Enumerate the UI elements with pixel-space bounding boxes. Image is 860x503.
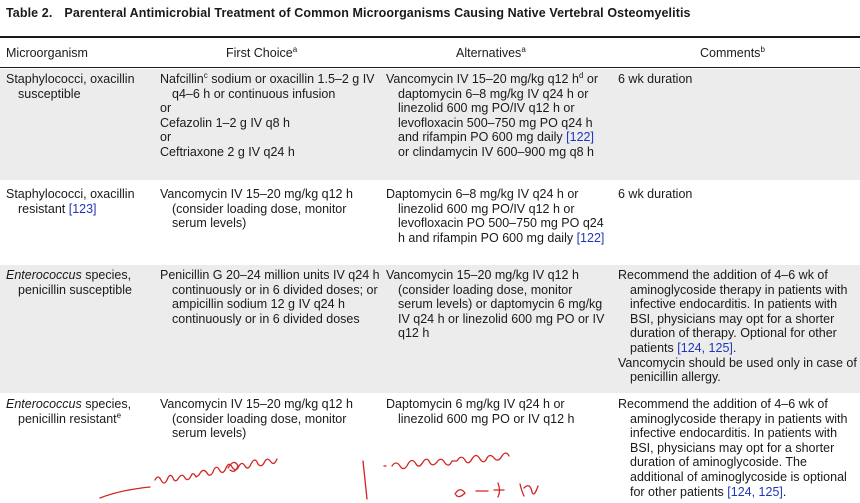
alternatives-cell: Daptomycin 6 mg/kg IV q24 h or linezolid… [386, 397, 575, 426]
comments-cell: 6 wk duration [618, 72, 693, 86]
table-row: Staphylococci, oxacillin resistant [123]… [0, 181, 860, 264]
first-choice-cell: Vancomycin IV 15–20 mg/kg q12 h (conside… [160, 397, 353, 441]
table-row: Enterococcus species, penicillin resista… [0, 394, 860, 503]
first-choice-cell: Nafcillinc sodium or oxacillin 1.5–2 g I… [160, 70, 375, 159]
table-row: Enterococcus species, penicillin suscept… [0, 265, 860, 393]
reference-link[interactable]: [124, 125] [727, 484, 783, 499]
first-choice-cell: Vancomycin IV 15–20 mg/kg q12 h (conside… [160, 187, 353, 231]
header-microorganism: Microorganism [6, 46, 88, 60]
alternatives-cell: Daptomycin 6–8 mg/kg IV q24 h or linezol… [386, 187, 605, 245]
alternatives-cell: Vancomycin IV 15–20 mg/kg q12 hd or dapt… [386, 70, 598, 159]
microorganism-cell: Enterococcus species, penicillin suscept… [6, 268, 132, 297]
table-title: Table 2. Parenteral Antimicrobial Treatme… [6, 6, 691, 20]
top-rule [0, 36, 860, 38]
header-alternatives: Alternativesa [456, 44, 526, 60]
reference-link[interactable]: [123] [68, 201, 97, 216]
microorganism-cell: Enterococcus species, penicillin resista… [6, 397, 132, 426]
comments-cell: Recommend the addition of 4–6 wk of amin… [618, 397, 848, 499]
first-choice-cell: Penicillin G 20–24 million units IV q24 … [160, 268, 380, 326]
table-title-text: Parenteral Antimicrobial Treatment of Co… [64, 6, 691, 20]
header-rule [0, 67, 860, 68]
reference-link[interactable]: [122] [566, 130, 594, 145]
table-row: Staphylococci, oxacillin susceptible Naf… [0, 69, 860, 180]
reference-link[interactable]: [124, 125] [677, 340, 733, 355]
microorganism-cell: Staphylococci, oxacillin susceptible [6, 72, 135, 101]
header-first-choice: First Choicea [226, 44, 298, 60]
comments-cell: 6 wk duration [618, 187, 693, 201]
microorganism-cell: Staphylococci, oxacillin resistant [123] [6, 187, 135, 216]
reference-link[interactable]: [122] [576, 230, 605, 245]
table-number: Table 2. [6, 6, 53, 20]
header-comments: Commentsb [700, 44, 765, 60]
alternatives-cell: Vancomycin 15–20 mg/kg IV q12 h (conside… [386, 268, 605, 341]
comments-cell: Recommend the addition of 4–6 wk of amin… [618, 268, 857, 385]
